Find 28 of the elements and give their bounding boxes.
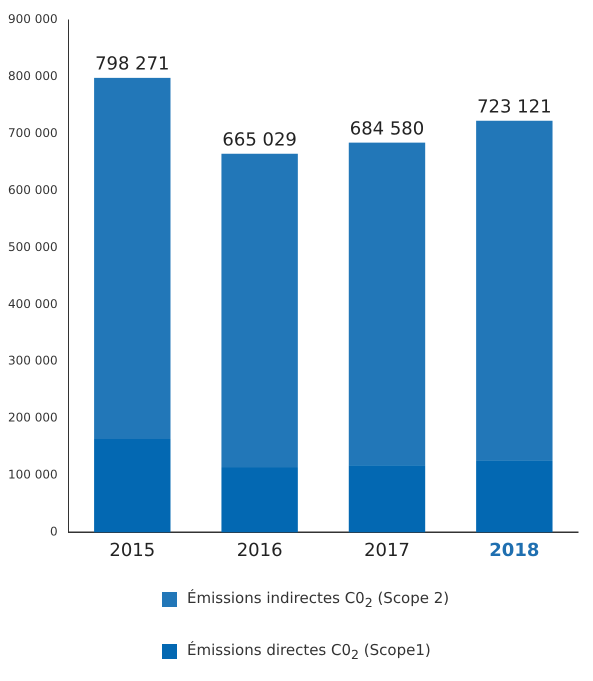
- y-tick-label: 0: [50, 524, 58, 539]
- total-label: 684 580: [350, 118, 424, 140]
- x-tick-label: 2018: [489, 540, 540, 561]
- bar: [94, 78, 170, 440]
- y-tick-label: 900 000: [8, 12, 58, 26]
- y-tick-label: 700 000: [8, 126, 58, 140]
- y-tick-label: 300 000: [8, 354, 58, 368]
- bar: [348, 142, 426, 466]
- bar: [221, 154, 298, 468]
- y-tick-label: 800 000: [8, 69, 58, 84]
- total-label: 723 121: [477, 96, 552, 118]
- bar: [476, 460, 553, 532]
- x-tick-label: 2015: [109, 540, 156, 561]
- bar: [94, 439, 170, 532]
- x-tick-label: 2017: [364, 540, 410, 561]
- y-tick-label: 400 000: [8, 296, 58, 311]
- y-tick-label: 600 000: [8, 182, 58, 197]
- x-tick-label: 2016: [236, 540, 283, 561]
- y-tick-label: 200 000: [8, 410, 58, 425]
- total-label: 798 271: [95, 54, 170, 75]
- total-label: 665 029: [222, 129, 297, 150]
- legend-label: Émissions indirectes C0$_{2}$ (Scope 2): [187, 588, 450, 610]
- bar: [348, 465, 426, 532]
- bar: [221, 467, 298, 532]
- y-tick-label: 500 000: [8, 240, 58, 254]
- y-tick-label: 100 000: [8, 468, 58, 482]
- legend-label: Émissions directes C0$_{2}$ (Scope1): [187, 640, 431, 662]
- bar: [476, 120, 553, 461]
